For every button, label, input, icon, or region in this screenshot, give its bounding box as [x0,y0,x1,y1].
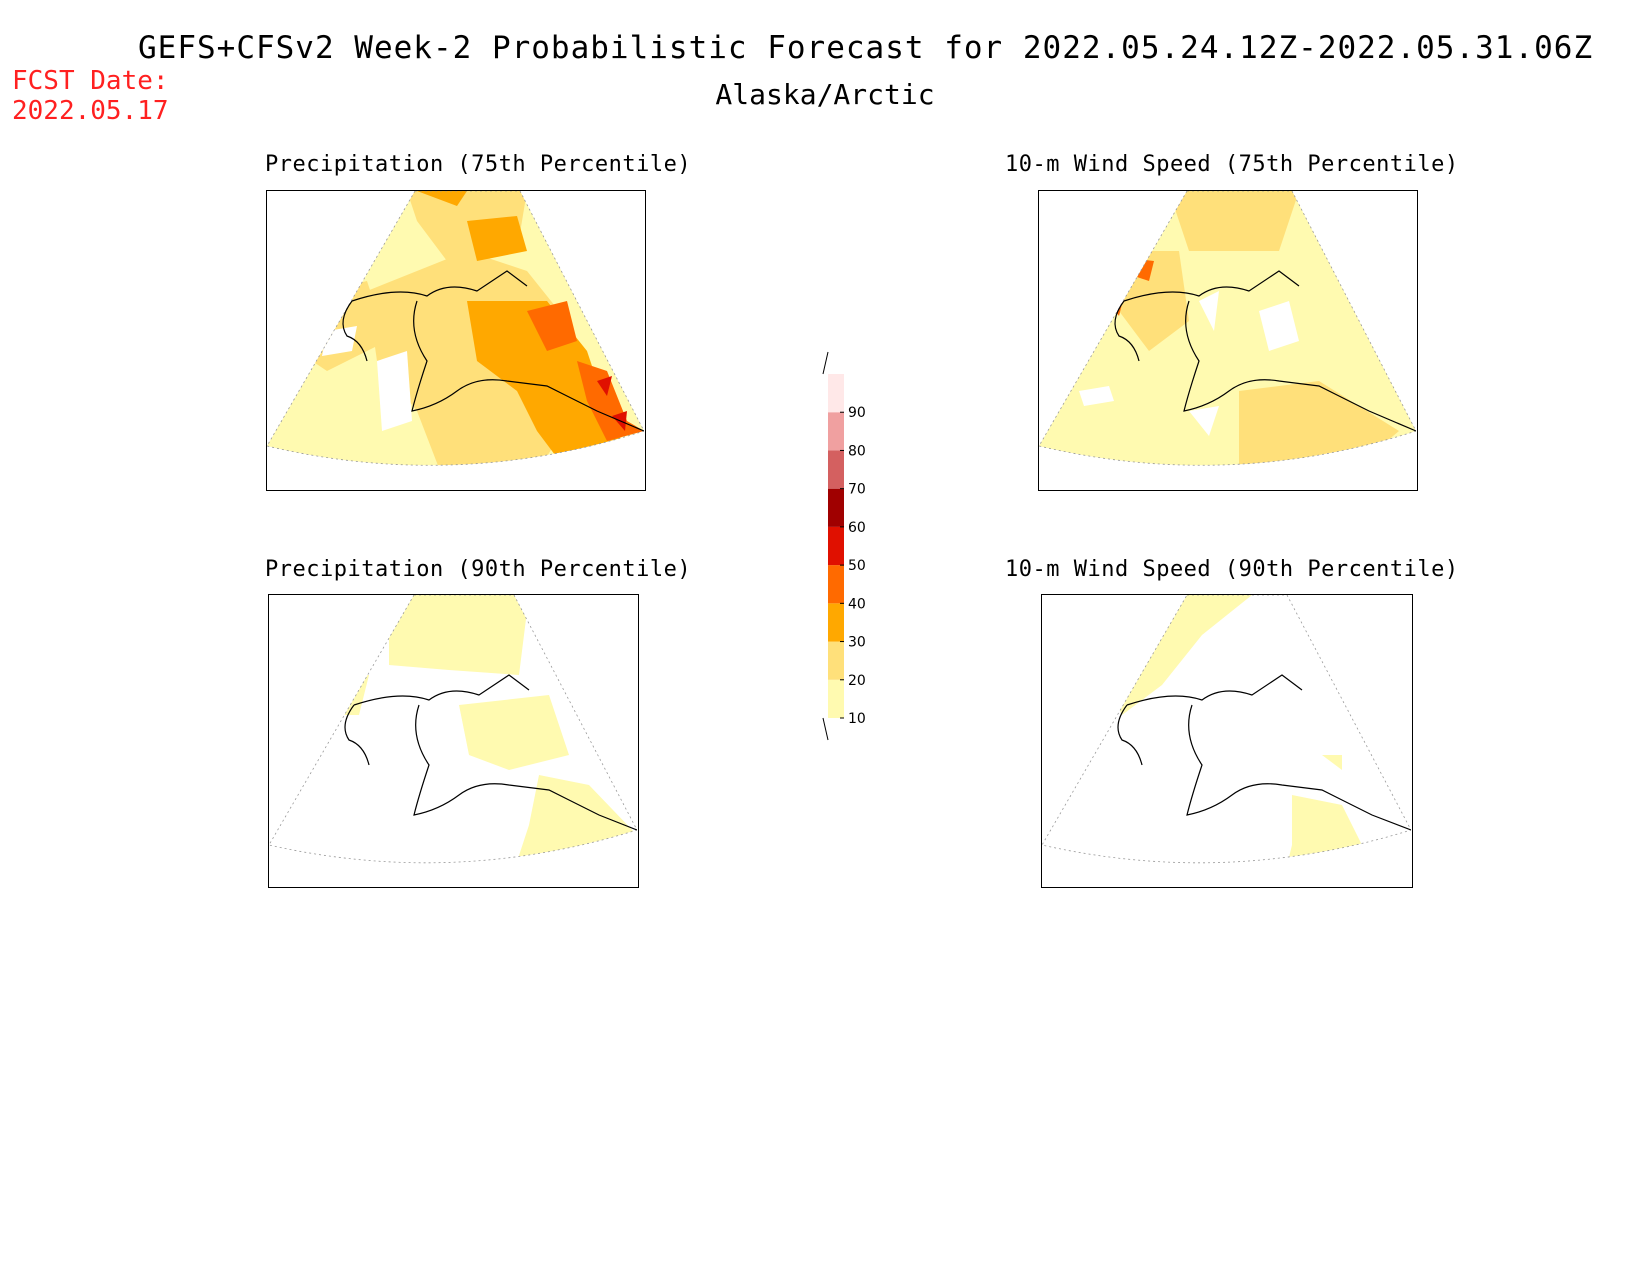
colorbar-label-30: 30 [848,635,866,651]
panel-title-wind-75: 10-m Wind Speed (75th Percentile) [1005,152,1459,177]
main-title: GEFS+CFSv2 Week-2 Probabilistic Forecast… [138,30,1594,66]
colorbar-legend: 10 20 30 40 50 60 70 80 90 [818,334,878,746]
fcst-date-label: FCST Date: [12,66,169,96]
colorbar-swatch-40-50 [828,565,844,604]
colorbar-swatch-10-20 [828,679,844,718]
panel-title-precip-75: Precipitation (75th Percentile) [265,152,692,177]
map-precip-75 [266,190,646,491]
colorbar-label-60: 60 [848,520,866,536]
colorbar-label-40: 40 [848,596,866,612]
colorbar-swatch-80-90 [828,412,844,451]
colorbar-label-50: 50 [848,558,866,574]
colorbar-label-80: 80 [848,443,866,459]
colorbar-swatch-30-40 [828,603,844,642]
colorbar-label-20: 20 [848,673,866,689]
colorbar-label-70: 70 [848,482,866,498]
colorbar-swatch-50-60 [828,526,844,566]
colorbar-swatch-70-80 [828,450,844,489]
region-title: Alaska/Arctic [715,78,935,111]
panel-title-precip-90: Precipitation (90th Percentile) [265,557,692,582]
map-precip-90 [268,594,639,888]
colorbar-swatch-90+ [828,374,844,413]
colorbar-label-10: 10 [848,711,866,727]
fcst-date-value: 2022.05.17 [12,96,169,126]
colorbar-swatch-60-70 [828,488,844,527]
colorbar-label-90: 90 [848,405,866,421]
colorbar-svg: 10 20 30 40 50 60 70 80 90 [822,351,866,741]
colorbar-swatch-20-30 [828,641,844,680]
panel-title-wind-90: 10-m Wind Speed (90th Percentile) [1005,557,1459,582]
map-wind-75 [1038,190,1418,491]
map-wind-90 [1041,594,1413,888]
